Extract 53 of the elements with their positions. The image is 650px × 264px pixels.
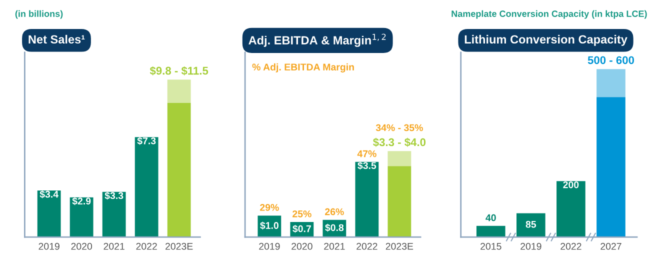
x-tick-label: 2027: [600, 242, 622, 250]
data-label: $0.8: [325, 224, 344, 232]
chart-title: Lithium Conversion Capacity: [464, 34, 628, 46]
x-tick-label: 2019: [259, 242, 280, 250]
annotation: % Adj. EBITDA Margin: [252, 63, 354, 72]
data-label: $0.7: [292, 224, 311, 233]
bar: [388, 151, 412, 166]
data-label: $3.5: [358, 162, 376, 170]
chart-subtitle: (in billions): [15, 10, 63, 19]
data-label: 85: [526, 220, 536, 228]
data-label: $7.3: [137, 136, 156, 145]
annotation: 34% - 35%: [376, 124, 423, 132]
x-tick-label: 2019: [38, 242, 60, 250]
x-tick-label: 2022: [356, 242, 378, 250]
x-tick-label: 2023E: [386, 242, 414, 250]
data-label: 200: [563, 181, 579, 188]
x-tick-label: 2020: [71, 242, 92, 250]
annotation: $3.3 - $4.0: [373, 138, 426, 147]
x-tick-label: 2019: [520, 242, 542, 250]
data-label: 40: [486, 214, 496, 222]
bar: [37, 190, 61, 238]
chart-title: Net Sales¹: [28, 34, 85, 44]
bar: [355, 162, 379, 238]
bar: [556, 181, 586, 238]
x-tick-label: 2022: [560, 242, 582, 250]
bar: [516, 213, 546, 238]
data-label: $2.9: [72, 197, 91, 206]
chart-title: Adj. EBITDA & Margin$^{1,2}$: [248, 34, 386, 47]
data-label: $1.0: [260, 222, 278, 230]
x-tick-label: 2022: [136, 242, 157, 250]
x-tick-label: 2023E: [166, 242, 193, 250]
bar: [388, 166, 412, 238]
bar: [167, 102, 191, 238]
x-tick-label: 2015: [480, 242, 502, 250]
bar: [596, 97, 626, 238]
x-tick-label: 2021: [324, 242, 345, 250]
bar: [102, 192, 126, 238]
annotation: 47%: [357, 150, 376, 158]
bar: [476, 226, 506, 238]
x-tick-label: 2020: [292, 242, 312, 250]
annotation: 500 - 600: [588, 56, 634, 64]
bar: [596, 69, 626, 98]
annotation: 26%: [325, 208, 344, 216]
bar: [134, 137, 158, 238]
data-label: $3.3: [104, 192, 124, 200]
annotation: $9.8 - $11.5: [150, 66, 208, 76]
chart-subtitle: Nameplate Conversion Capacity (in ktpa LCE): [452, 10, 647, 19]
annotation: 29%: [260, 204, 279, 211]
bar: [167, 80, 191, 103]
annotation: 25%: [292, 210, 312, 218]
x-tick-label: 2021: [104, 242, 124, 250]
bar: [70, 197, 94, 238]
data-label: $3.4: [40, 190, 58, 198]
